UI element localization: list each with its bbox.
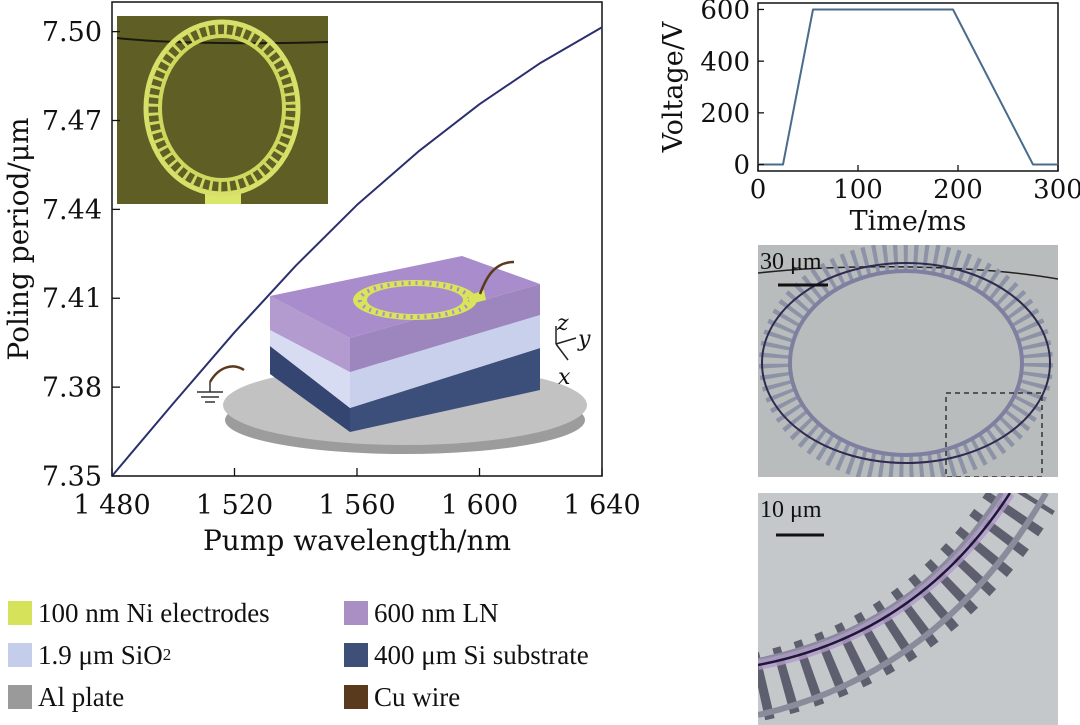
legend-swatch — [8, 643, 32, 667]
legend-cu-wire: Cu wire — [344, 682, 460, 712]
legend-ln: 600 nm LN — [344, 598, 499, 628]
legend-swatch — [344, 685, 368, 709]
x-tick-label: 200 — [933, 175, 983, 205]
x-tick-label: 1 640 — [563, 490, 640, 521]
plot-frame — [757, 2, 1059, 172]
y-tick-label: 7.35 — [42, 461, 102, 492]
legend-label: 600 nm LN — [374, 597, 499, 628]
series-line-0 — [758, 8, 1058, 166]
axis-x-label: x — [558, 365, 571, 390]
x-tick-label: 1 600 — [441, 490, 518, 521]
legend-swatch — [344, 601, 368, 625]
y-tick-label: 7.47 — [42, 106, 102, 137]
y-tick-label: 400 — [700, 47, 750, 77]
legend-label: Cu wire — [374, 681, 461, 712]
legend-swatch — [344, 643, 368, 667]
scale-bar-30um: 30 μm — [760, 249, 822, 275]
legend-label: 400 μm Si substrate — [374, 639, 589, 670]
y-axis-label: Poling period/μm — [2, 117, 35, 360]
y-tick-label: 200 — [700, 99, 750, 129]
x-axis-label: Time/ms — [850, 206, 967, 237]
y-tick-label: 7.41 — [42, 284, 102, 315]
legend-swatch — [8, 601, 32, 625]
voltage-time-chart: 0 100 200 300 0 200 400 600 Time/ms Voltage/V — [658, 0, 1080, 237]
x-axis-label: Pump wavelength/nm — [203, 524, 511, 557]
y-axis-label: Voltage/V — [658, 21, 689, 153]
x-tick-label: 1 480 — [73, 490, 150, 521]
y-tick-label: 600 — [700, 0, 750, 26]
legend-sio2: 1.9 μm SiO 2 — [8, 640, 171, 670]
device-3d-diagram: z y x — [197, 256, 591, 454]
legend-swatch — [8, 685, 32, 709]
legend-label: 100 nm Ni electrodes — [38, 597, 270, 628]
series-line-0 — [111, 26, 603, 477]
x-tick-label: 100 — [833, 175, 883, 205]
x-tick-label: 300 — [1033, 175, 1080, 205]
y-tick-label: 7.50 — [42, 17, 102, 48]
x-tick-label: 1 560 — [318, 490, 395, 521]
y-tick-label: 7.44 — [42, 195, 102, 226]
x-tick-label: 1 520 — [196, 490, 273, 521]
legend-ni-electrodes: 100 nm Ni electrodes — [8, 598, 270, 628]
y-tick-label: 0 — [733, 151, 750, 181]
ring-micrograph-zoom: 10 μm — [758, 493, 1058, 725]
y-tick-label: 7.38 — [42, 373, 102, 404]
legend-label: Al plate — [38, 681, 125, 712]
x-tick-label: 0 — [750, 175, 767, 205]
poling-period-chart: z y x 1 480 1 520 1 560 1 600 1 640 7.35 7.38 7… — [2, 1, 640, 557]
legend-si-substrate: 400 μm Si substrate — [344, 640, 589, 670]
legend-label: 1.9 μm SiO — [38, 639, 163, 670]
legend-subscript: 2 — [162, 645, 172, 664]
ring-electrode-inset — [116, 16, 329, 204]
material-legend: 100 nm Ni electrodes 600 nm LN 1.9 μm Si… — [8, 596, 728, 721]
ring-micrograph-top: 30 μm — [758, 245, 1058, 477]
axis-z-label: z — [556, 311, 569, 336]
legend-al-plate: Al plate — [8, 682, 124, 712]
axis-y-label: y — [577, 327, 591, 352]
scale-bar-10um: 10 μm — [760, 497, 822, 523]
